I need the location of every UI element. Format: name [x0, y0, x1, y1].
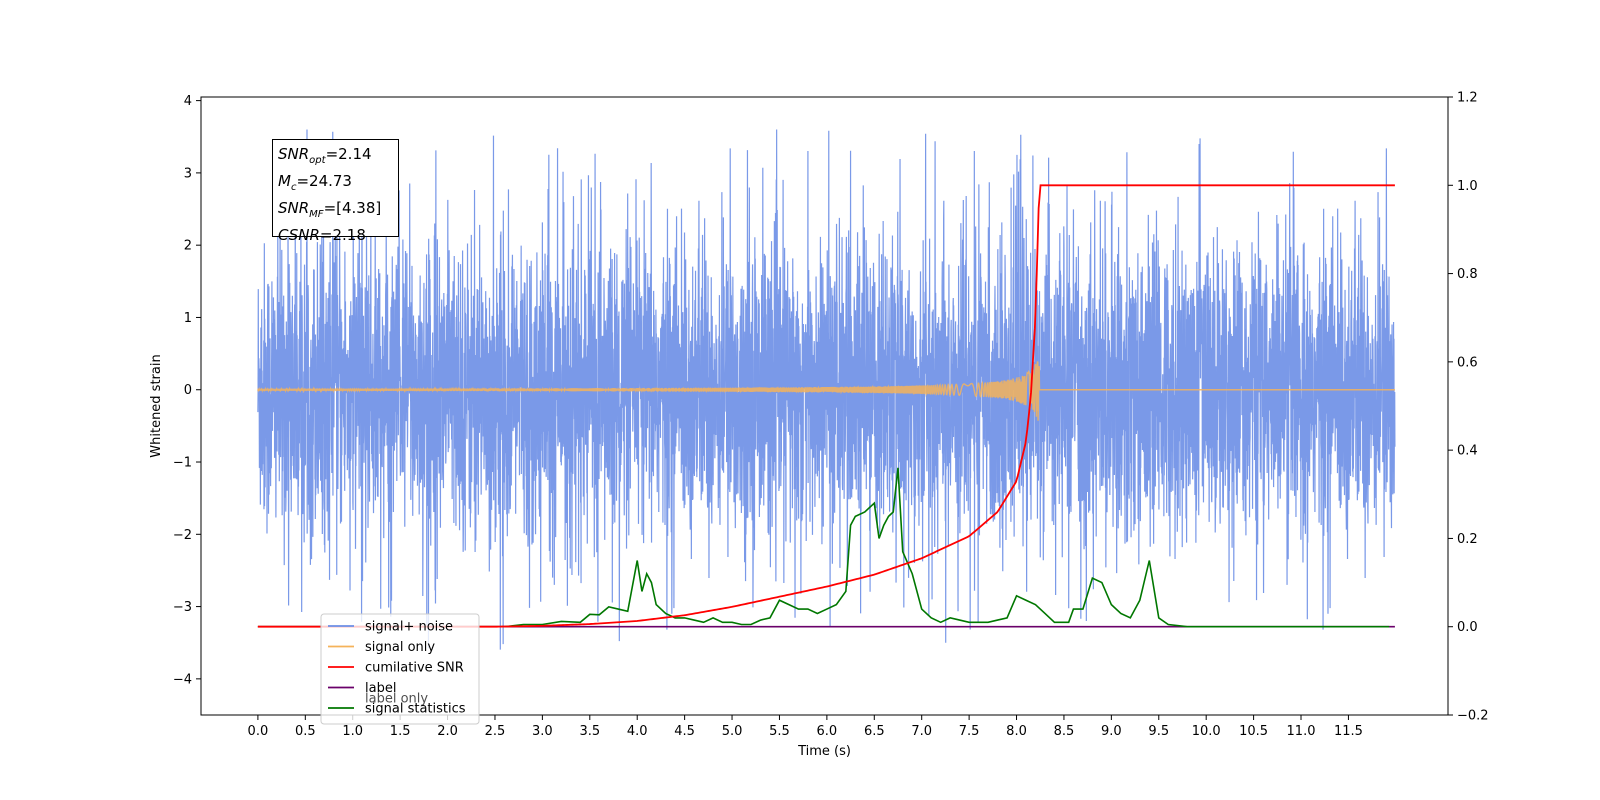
x-tick-label: 1.5: [390, 724, 411, 739]
snr-opt-annotation: SNRopt=2.14: [278, 145, 372, 166]
x-tick-label: 6.0: [817, 724, 838, 739]
x-tick-label: 2.0: [437, 724, 458, 739]
csnr-annotation: CSNR=2.18: [278, 226, 366, 244]
axes: 0.0 0.5 1.0 1.5 2.0 2.5 3.0 3.5 4.0 4.5 5.0 5.5 6.0 6…: [149, 91, 1489, 760]
plot-area: [257, 129, 1396, 650]
y-axis-label: Whitened strain: [149, 354, 164, 457]
y-right-tick-label: 0.0: [1457, 620, 1478, 635]
y-left-tick-label: −4: [173, 672, 192, 687]
x-tick-label: 0.0: [248, 724, 269, 739]
y-left-tick-label: −1: [173, 456, 192, 471]
y-right-tick-label: 0.6: [1457, 355, 1478, 370]
y-left-tick-label: 1: [184, 311, 192, 326]
y-right-tick-label: 0.2: [1457, 532, 1478, 547]
y-right-tick-label: 1.0: [1457, 179, 1478, 194]
x-tick-label: 5.0: [722, 724, 743, 739]
y-right-tick-label: 0.4: [1457, 444, 1478, 459]
x-tick-label: 2.5: [485, 724, 506, 739]
y-left-tick-label: 2: [184, 239, 192, 254]
x-tick-label: 9.0: [1101, 724, 1122, 739]
snr-mf-annotation: SNRMF=[4.38]: [278, 199, 382, 220]
plot-content: [257, 129, 1396, 650]
legend-entry: signal statistics: [365, 702, 466, 717]
x-tick-label: 11.5: [1334, 724, 1363, 739]
x-tick-label: 7.5: [959, 724, 980, 739]
y-left-tick-label: 3: [184, 166, 192, 181]
x-tick-label: 1.0: [342, 724, 363, 739]
legend: signal+ noise signal only cumilative SNR la…: [320, 613, 480, 725]
legend-entry: cumilative SNR: [365, 661, 464, 676]
x-tick-label: 10.0: [1192, 724, 1221, 739]
legend-box: [320, 613, 480, 725]
x-tick-label: 10.5: [1239, 724, 1268, 739]
x-tick-label: 4.5: [674, 724, 695, 739]
x-tick-label: 9.5: [1148, 724, 1169, 739]
x-axis-label: Time (s): [797, 744, 851, 759]
y-left-tick-label: 0: [184, 383, 192, 398]
legend-entry: signal+ noise: [365, 620, 453, 635]
x-tick-label: 3.5: [579, 724, 600, 739]
y-left-tick-label: −3: [173, 600, 192, 615]
x-tick-label: 5.5: [769, 724, 790, 739]
legend-entry-faded: label only: [365, 691, 428, 706]
y-right-tick-label: 0.8: [1457, 267, 1478, 282]
x-tick-label: 3.0: [532, 724, 553, 739]
x-tick-label: 8.5: [1054, 724, 1075, 739]
y-right-tick-label: −0.2: [1457, 709, 1489, 724]
axes-frame: [200, 96, 1449, 716]
series-signal-only: [257, 361, 1395, 421]
y-left-tick-label: −2: [173, 528, 192, 543]
x-tick-label: 8.0: [1006, 724, 1027, 739]
x-tick-label: 6.5: [864, 724, 885, 739]
snr-annotation-box: SNRopt=2.14 Mc=24.73 SNRMF=[4.38] CSNR=2…: [272, 139, 399, 244]
x-tick-label: 4.0: [627, 724, 648, 739]
legend-entry: signal only: [365, 640, 435, 655]
y-right-tick-label: 1.2: [1457, 91, 1478, 106]
series-signal-statistics: [257, 467, 1390, 628]
x-tick-label: 0.5: [295, 724, 316, 739]
chirp-mass-annotation: Mc=24.73: [278, 172, 352, 193]
x-tick-label: 7.0: [911, 724, 932, 739]
legend-entry: label: [365, 681, 396, 696]
x-tick-label: 11.0: [1287, 724, 1316, 739]
series-signal-noise: [257, 129, 1396, 650]
y-left-tick-label: 4: [184, 94, 192, 109]
